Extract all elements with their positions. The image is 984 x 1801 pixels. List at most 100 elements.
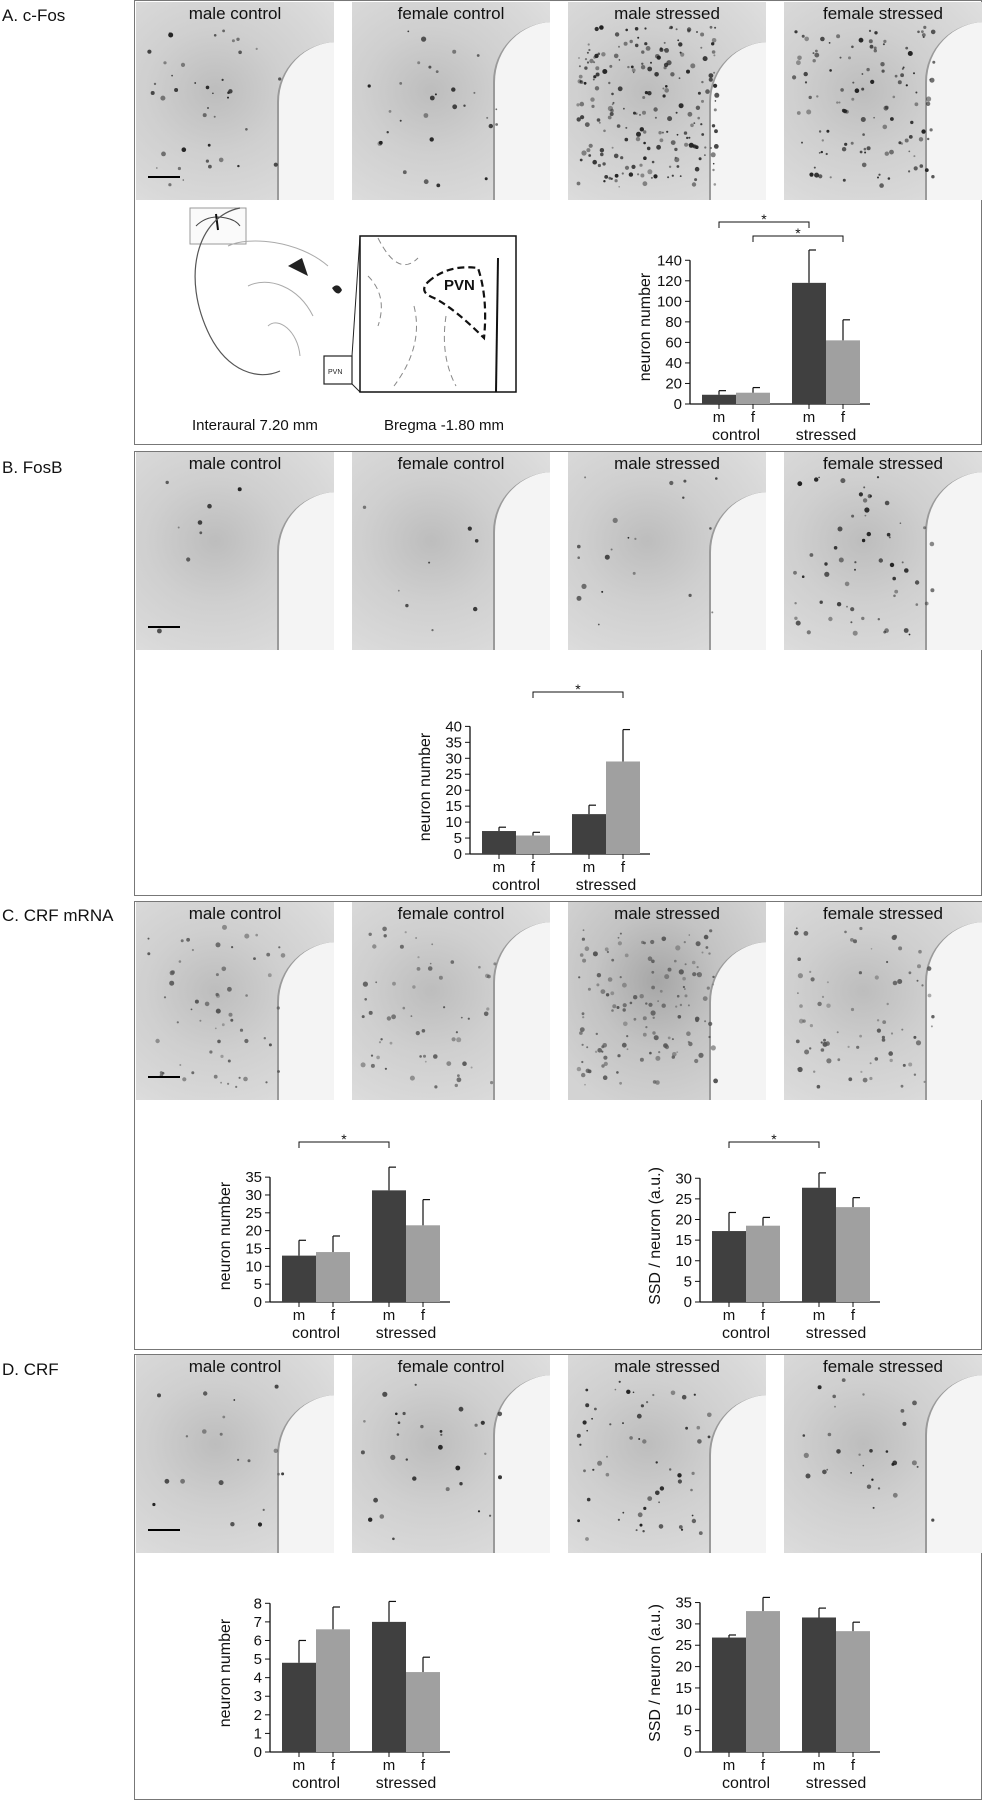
y-tick-label: 7 (254, 1614, 262, 1631)
significance-star: * (795, 225, 801, 241)
y-axis-label: SSD / neuron (a.u.) (647, 1604, 664, 1742)
x-tick-label: m (723, 1757, 736, 1774)
x-tick-label: f (421, 1757, 426, 1774)
x-tick-label: m (383, 1307, 396, 1324)
x-tick-label: f (331, 1757, 336, 1774)
micrograph-d-3: male stressed (568, 1355, 766, 1553)
group-label: control (722, 1325, 770, 1342)
brain-atlas-diagram: PVN PVN Interaural 7.20 mm Bregma -1.80 … (188, 206, 518, 436)
micrograph-title: female control (397, 4, 505, 23)
micrograph-title: male stressed (614, 1357, 720, 1376)
y-tick-label: 0 (254, 1294, 262, 1311)
x-tick-label: f (421, 1307, 426, 1324)
y-tick-label: 30 (675, 1616, 692, 1633)
y-tick-label: 1 (254, 1725, 262, 1742)
labeled-cells (147, 924, 286, 1088)
micrograph-title: male control (188, 1357, 282, 1376)
y-tick-label: 25 (445, 766, 462, 783)
x-tick-label: m (813, 1757, 826, 1774)
y-tick-label: 5 (684, 1723, 692, 1740)
y-tick-label: 25 (245, 1205, 262, 1222)
pvn-outline (423, 266, 487, 341)
micrograph-title: female stressed (823, 1357, 943, 1376)
y-tick-label: 15 (675, 1680, 692, 1697)
micrograph-a-3: male stressed (568, 2, 766, 200)
significance-star: * (771, 1131, 777, 1147)
y-tick-label: 8 (254, 1595, 262, 1612)
y-tick-label: 35 (445, 734, 462, 751)
ventricle-region (277, 1395, 334, 1553)
labeled-cells (362, 505, 479, 632)
x-tick-label: f (621, 859, 626, 876)
y-tick-label: 120 (657, 273, 682, 290)
x-tick-label: f (531, 859, 536, 876)
x-tick-label: m (803, 409, 816, 426)
x-tick-label: m (723, 1307, 736, 1324)
bar (712, 1637, 746, 1752)
x-tick-label: f (851, 1307, 856, 1324)
bar (712, 1231, 746, 1302)
y-tick-label: 10 (675, 1701, 692, 1718)
micrograph-title: male control (188, 904, 282, 923)
bar (702, 394, 736, 404)
y-tick-label: 35 (245, 1169, 262, 1186)
significance-star: * (575, 681, 581, 697)
bar (836, 1207, 870, 1302)
y-tick-label: 20 (675, 1659, 692, 1676)
labeled-cells (157, 480, 242, 634)
group-label: stressed (376, 1775, 436, 1792)
significance-bracket (532, 691, 624, 698)
group-label: control (292, 1775, 340, 1792)
y-tick-label: 20 (445, 782, 462, 799)
bar (482, 831, 516, 854)
ventricle-region (277, 942, 334, 1100)
scale-bar (148, 626, 180, 628)
micrograph-title: male control (188, 454, 282, 473)
micrograph-b-3: male stressed (568, 452, 766, 650)
x-tick-label: m (293, 1307, 306, 1324)
y-tick-label: 25 (675, 1637, 692, 1654)
y-tick-label: 10 (445, 814, 462, 831)
bar (572, 814, 606, 854)
y-tick-label: 20 (245, 1223, 262, 1240)
y-tick-label: 25 (675, 1191, 692, 1208)
micrograph-title: male stressed (614, 454, 720, 473)
x-tick-label: f (751, 409, 756, 426)
significance-bracket (718, 221, 810, 228)
ventricle-region (493, 922, 550, 1100)
x-tick-label: m (383, 1757, 396, 1774)
ventricle-region (277, 42, 334, 200)
labeled-cells (792, 25, 936, 188)
significance-star: * (761, 211, 767, 227)
y-axis-label: neuron number (217, 1618, 234, 1727)
coronal-outline (194, 207, 281, 376)
y-tick-label: 40 (665, 355, 682, 372)
y-tick-label: 0 (674, 396, 682, 413)
labeled-cells (576, 476, 718, 626)
x-tick-label: f (851, 1757, 856, 1774)
panel-label-b: B. FosB (2, 458, 63, 477)
micrograph-c-4: female stressed (784, 902, 982, 1100)
bar (406, 1672, 440, 1752)
ventricle-region (925, 472, 982, 650)
micrograph-title: male stressed (614, 4, 720, 23)
y-tick-label: 20 (675, 1212, 692, 1229)
significance-bracket (298, 1141, 390, 1148)
y-tick-label: 15 (445, 798, 462, 815)
y-axis-label: neuron number (637, 272, 654, 381)
scale-bar (148, 1529, 180, 1531)
pvn-box-small (323, 355, 353, 385)
labeled-cells (367, 30, 498, 188)
y-tick-label: 30 (445, 750, 462, 767)
labeled-cells (152, 1384, 285, 1527)
y-tick-label: 15 (245, 1240, 262, 1257)
bar (746, 1611, 780, 1752)
micrograph-c-2: female control (352, 902, 550, 1100)
y-axis-label: neuron number (217, 1181, 234, 1290)
x-tick-label: f (331, 1307, 336, 1324)
group-label: stressed (806, 1325, 866, 1342)
bar (316, 1629, 350, 1752)
y-tick-label: 5 (454, 830, 462, 847)
